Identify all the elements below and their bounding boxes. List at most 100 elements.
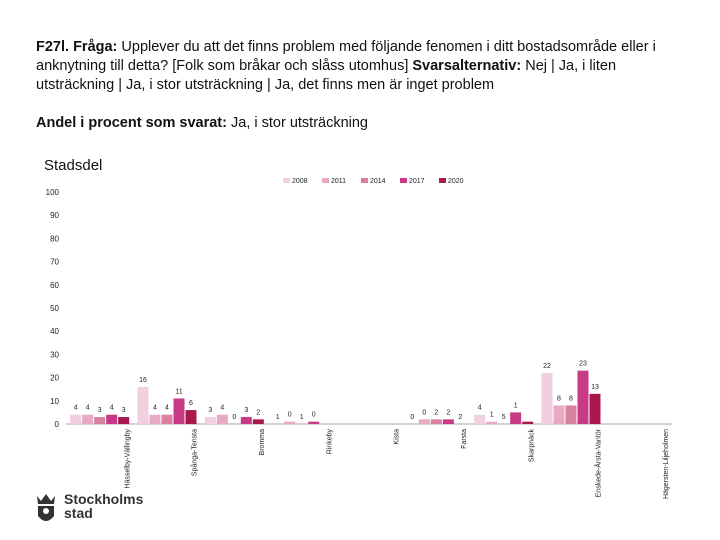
bar	[185, 410, 197, 424]
x-tick-label: Bromma	[259, 429, 266, 456]
share-text: Ja, i stor utsträckning	[231, 115, 368, 131]
bar	[442, 419, 454, 424]
bar	[204, 417, 216, 424]
bar	[418, 419, 430, 424]
legend-label: 2020	[448, 178, 464, 185]
data-label: 5	[502, 414, 506, 421]
data-label: 4	[110, 405, 114, 412]
y-tick-label: 0	[55, 420, 60, 429]
bar	[589, 393, 601, 424]
data-label: 1	[276, 414, 280, 421]
legend-label: 2008	[292, 178, 308, 185]
data-label: 3	[208, 407, 212, 414]
legend-label: 2014	[370, 178, 386, 185]
data-label: 0	[410, 414, 414, 421]
bar	[216, 414, 228, 424]
legend-swatch	[283, 178, 290, 183]
bar	[118, 417, 130, 424]
data-label: 0	[288, 412, 292, 419]
x-tick-label: Farsta	[461, 429, 468, 449]
bar	[510, 412, 522, 424]
bar	[137, 386, 149, 424]
logo-text-line1: Stockholms	[64, 491, 144, 507]
question-block: F27l. Fråga: Upplever du att det finns p…	[36, 38, 692, 95]
y-tick-label: 40	[50, 327, 59, 336]
data-label: 4	[165, 405, 169, 412]
y-tick-label: 10	[50, 397, 59, 406]
bar	[161, 414, 173, 424]
bar	[252, 419, 264, 424]
bar	[308, 421, 320, 424]
data-label: 3	[98, 407, 102, 414]
data-label: 2	[434, 409, 438, 416]
bar	[522, 421, 534, 424]
x-tick-label: Spånga-Tensta	[191, 429, 199, 476]
y-tick-label: 20	[50, 374, 59, 383]
share-line: Andel i procent som svarat: Ja, i stor u…	[36, 115, 368, 131]
bar	[486, 421, 498, 424]
data-label: 2	[446, 409, 450, 416]
chart-title: Stadsdel	[44, 157, 103, 174]
stockholm-logo: Stockholms stad	[34, 492, 174, 528]
bar	[577, 370, 589, 424]
bar	[106, 414, 118, 424]
question-text: Upplever du att det finns problem med fö…	[36, 39, 656, 74]
legend-swatch	[400, 178, 407, 183]
data-label: 1	[300, 414, 304, 421]
data-label: 23	[579, 361, 587, 368]
bar	[541, 372, 553, 424]
y-tick-label: 70	[50, 258, 59, 267]
data-label: 3	[122, 407, 126, 414]
x-tick-label: Hägersten-Liljeholmen	[663, 429, 670, 499]
legend-label: 2011	[331, 178, 346, 185]
bar	[240, 417, 252, 424]
x-tick-label: Rinkeby	[326, 429, 333, 455]
data-label: 11	[175, 388, 182, 395]
y-tick-label: 60	[50, 281, 59, 290]
bar	[82, 414, 94, 424]
logo-text-line2: stad	[64, 505, 93, 521]
data-label: 4	[153, 405, 157, 412]
data-label: 8	[569, 395, 573, 402]
data-label: 1	[514, 402, 518, 409]
logo-text: Stockholms stad	[64, 492, 143, 520]
data-label: 8	[557, 395, 561, 402]
data-label: 4	[478, 405, 482, 412]
data-label: 0	[312, 412, 316, 419]
x-tick-label: Hässelby-Vällingby	[124, 429, 131, 489]
x-tick-label: Kista	[394, 429, 401, 445]
bar	[553, 405, 565, 424]
data-label: 2	[458, 414, 462, 421]
data-label: 6	[189, 400, 193, 407]
data-label: 4	[74, 405, 78, 412]
y-tick-label: 50	[50, 304, 59, 313]
data-label: 3	[244, 407, 248, 414]
share-label: Andel i procent som svarat:	[36, 115, 227, 131]
bar	[94, 417, 106, 424]
crown-icon	[37, 494, 55, 521]
data-label: 13	[591, 384, 599, 391]
alternatives-text: Nej | Ja, i liten utsträckning | Ja, i s…	[36, 58, 617, 93]
data-label: 22	[543, 363, 551, 370]
bar	[70, 414, 82, 424]
data-label: 4	[220, 405, 224, 412]
bar	[284, 421, 296, 424]
y-tick-label: 30	[50, 350, 59, 359]
question-label: F27l. Fråga:	[36, 39, 118, 55]
data-label: 2	[256, 409, 260, 416]
data-label: 4	[86, 405, 90, 412]
data-label: 0	[232, 414, 236, 421]
bar	[149, 414, 161, 424]
bar	[173, 398, 185, 424]
x-tick-label: Skarpnäck	[528, 429, 535, 463]
data-label: 1	[490, 412, 494, 419]
legend-swatch	[322, 178, 329, 183]
data-label: 0	[422, 409, 426, 416]
bar	[565, 405, 577, 424]
legend-swatch	[361, 178, 368, 183]
alternatives-label: Svarsalternativ:	[412, 58, 522, 74]
bar	[430, 419, 442, 424]
y-tick-label: 80	[50, 234, 59, 243]
y-tick-label: 100	[46, 188, 60, 197]
